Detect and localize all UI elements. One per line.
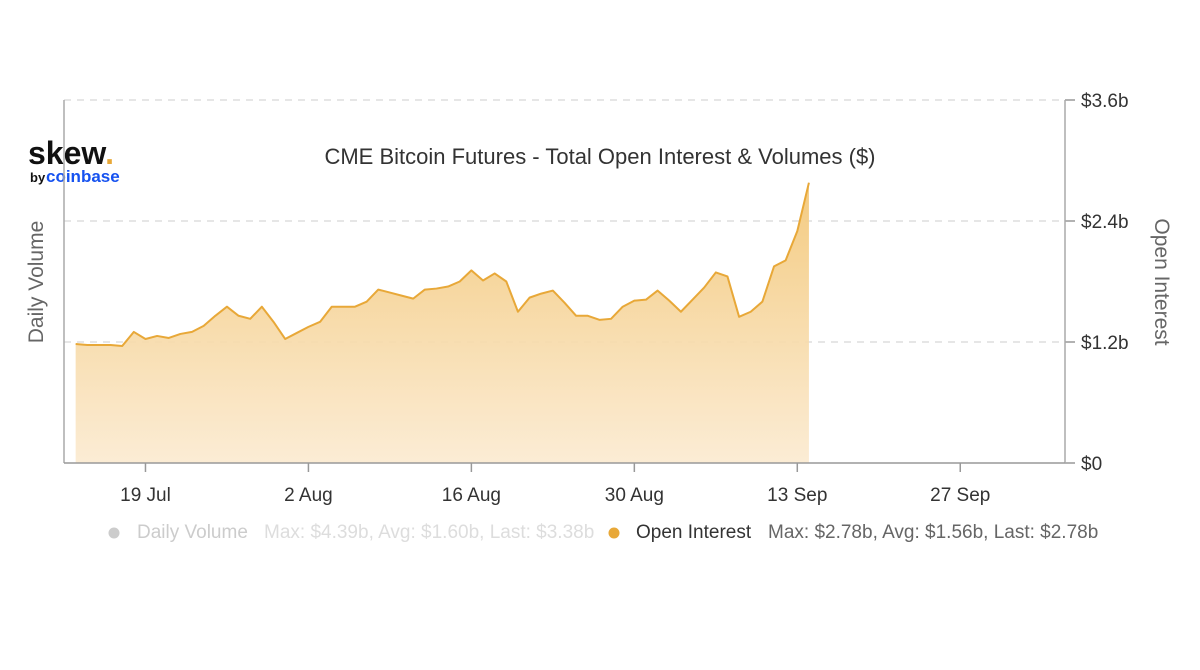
logo-dot: . bbox=[105, 135, 114, 171]
y-tick-label: $3.6b bbox=[1081, 91, 1129, 112]
x-tick-label: 19 Jul bbox=[120, 485, 171, 506]
y-tick-labels: $0 $1.2b $2.4b $3.6b bbox=[1081, 91, 1129, 475]
legend: Daily Volume Max: $4.39b, Avg: $1.60b, L… bbox=[108, 522, 1099, 543]
y-left-axis-title: Daily Volume bbox=[25, 221, 48, 344]
series-area-fill bbox=[75, 182, 809, 463]
x-tick-label: 2 Aug bbox=[284, 485, 333, 506]
series-line bbox=[75, 182, 810, 348]
logo-brand: coinbase bbox=[46, 167, 120, 186]
legend-stats-daily-volume: Max: $4.39b, Avg: $1.60b, Last: $3.38b bbox=[264, 522, 594, 543]
legend-item-daily-volume[interactable]: Daily Volume Max: $4.39b, Avg: $1.60b, L… bbox=[108, 522, 595, 543]
legend-marker-daily-volume bbox=[108, 527, 120, 539]
legend-name-daily-volume: Daily Volume bbox=[137, 522, 248, 543]
series-area bbox=[75, 182, 810, 463]
y-tick-label: $0 bbox=[1081, 454, 1102, 475]
legend-name-open-interest: Open Interest bbox=[636, 522, 752, 543]
x-tick-label: 27 Sep bbox=[930, 485, 990, 506]
y-right-axis-title: Open Interest bbox=[1150, 218, 1173, 345]
legend-marker-open-interest bbox=[608, 527, 620, 539]
y-tick-label: $1.2b bbox=[1081, 333, 1129, 354]
y-tick-label: $2.4b bbox=[1081, 212, 1129, 233]
legend-stats-open-interest: Max: $2.78b, Avg: $1.56b, Last: $2.78b bbox=[768, 522, 1098, 543]
x-tick-label: 30 Aug bbox=[605, 485, 664, 506]
legend-item-open-interest[interactable]: Open Interest Max: $2.78b, Avg: $1.56b, … bbox=[608, 522, 1099, 543]
x-tick-labels: 19 Jul 2 Aug 16 Aug 30 Aug 13 Sep 27 Sep bbox=[120, 485, 990, 506]
logo-by: by bbox=[30, 170, 46, 185]
axes bbox=[63, 99, 1075, 472]
logo-name: skew bbox=[28, 135, 106, 171]
x-tick-label: 16 Aug bbox=[442, 485, 501, 506]
svg-text:skew.: skew. bbox=[28, 135, 114, 171]
x-tick-label: 13 Sep bbox=[767, 485, 827, 506]
skew-logo: skew. by coinbase bbox=[28, 135, 120, 186]
chart-title: CME Bitcoin Futures - Total Open Interes… bbox=[324, 144, 875, 169]
